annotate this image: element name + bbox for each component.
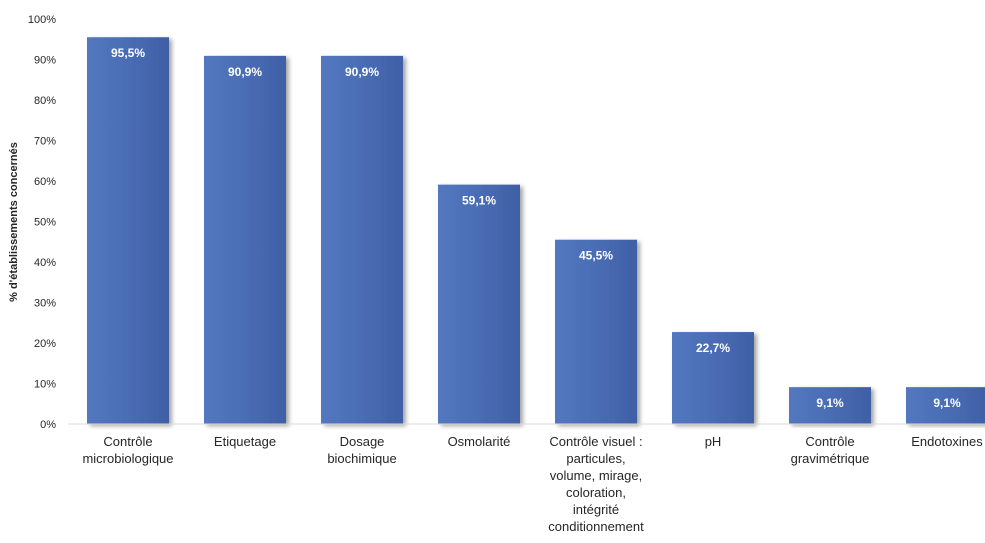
y-tick-label: 50%	[34, 217, 56, 229]
x-category-label-line: biochimique	[327, 451, 396, 466]
bar	[672, 332, 754, 424]
bar	[321, 55, 403, 424]
y-tick-label: 10%	[34, 379, 56, 391]
y-axis-label: % d'établissements concernés	[8, 142, 20, 302]
x-category-label: Contrôle visuel : particules, volume, mira…	[548, 434, 644, 534]
x-category-label-line: Dosage	[340, 434, 385, 449]
bar	[87, 37, 169, 424]
data-label: 95,5%	[111, 46, 145, 60]
bars-group: 95,5% 90,9% 90,9% 59,1% 45,5% 22,7% 9,1% 9,1%	[87, 37, 985, 424]
x-category-label-line: Contrôle visuel :	[549, 434, 642, 449]
bar	[906, 387, 985, 424]
x-category-label-line: Endotoxines	[911, 434, 983, 449]
y-axis-ticks: 0% 10% 20% 30% 40% 50% 60% 70% 80% 90% 100%	[28, 14, 56, 431]
data-label: 22,7%	[696, 341, 730, 355]
data-label: 90,9%	[228, 65, 262, 79]
x-category-label-line: coloration,	[566, 485, 626, 500]
y-tick-label: 80%	[34, 95, 56, 107]
y-tick-label: 30%	[34, 298, 56, 310]
bar	[789, 387, 871, 424]
data-label: 90,9%	[345, 65, 379, 79]
x-category-label: pH	[705, 434, 722, 449]
bar	[555, 239, 637, 424]
x-category-label-line: Osmolarité	[448, 434, 511, 449]
y-tick-label: 60%	[34, 176, 56, 188]
y-tick-label: 90%	[34, 55, 56, 67]
x-category-label-line: gravimétrique	[791, 451, 870, 466]
x-category-label: Contrôle gravimétrique	[791, 434, 870, 466]
data-label: 9,1%	[933, 396, 961, 410]
x-category-label: Osmolarité	[448, 434, 511, 449]
y-tick-label: 20%	[34, 338, 56, 350]
x-category-label-line: intégrité	[573, 502, 619, 517]
y-tick-label: 0%	[40, 419, 56, 431]
x-category-label-line: Contrôle	[103, 434, 152, 449]
x-category-label-line: volume, mirage,	[550, 468, 642, 483]
y-tick-label: 40%	[34, 257, 56, 269]
x-category-label-line: particules,	[566, 451, 625, 466]
x-category-label-line: pH	[705, 434, 722, 449]
data-label: 59,1%	[462, 194, 496, 208]
x-category-label-line: Contrôle	[805, 434, 854, 449]
x-category-label-line: Etiquetage	[214, 434, 276, 449]
x-category-label-line: conditionnement	[548, 519, 644, 534]
y-tick-label: 100%	[28, 14, 56, 26]
x-axis-labels: Contrôle microbiologique Etiquetage Dosage b…	[82, 434, 983, 534]
data-label: 45,5%	[579, 249, 613, 263]
data-label: 9,1%	[816, 396, 844, 410]
y-tick-label: 70%	[34, 136, 56, 148]
x-category-label: Contrôle microbiologique	[82, 434, 173, 466]
x-category-label: Etiquetage	[214, 434, 276, 449]
bar	[438, 184, 520, 424]
x-category-label: Endotoxines	[911, 434, 983, 449]
x-category-label: Dosage biochimique	[327, 434, 396, 466]
x-category-label-line: microbiologique	[82, 451, 173, 466]
bar	[204, 55, 286, 424]
